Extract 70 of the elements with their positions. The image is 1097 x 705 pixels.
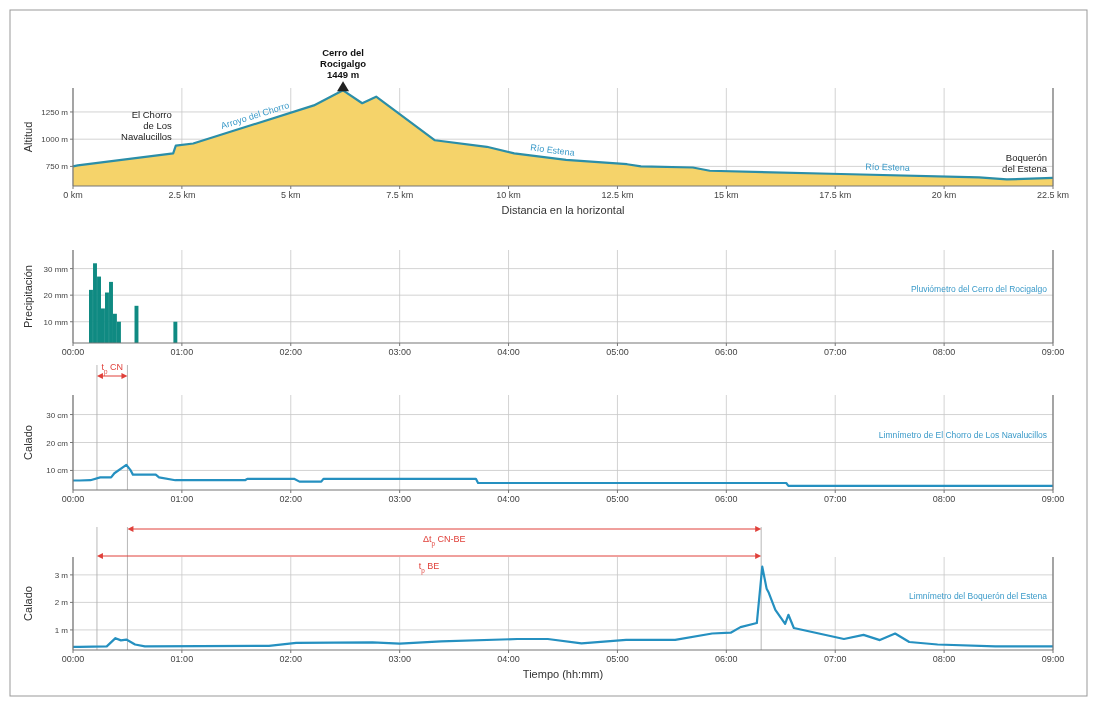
x-tick-label: 09:00 <box>1041 347 1065 357</box>
annotation: t$_{p}$ BE <box>418 561 440 575</box>
x-tick-label: 01:00 <box>170 347 194 357</box>
x-tick-label: 02:00 <box>279 494 303 504</box>
y-tick-label: 30 cm <box>46 410 69 420</box>
x-tick-label: 0 km <box>63 190 83 200</box>
y-tick-label: 750 m <box>45 162 69 172</box>
x-tick-label: 2.5 km <box>168 190 196 200</box>
x-axis-title: Tiempo (hh:mm) <box>522 668 604 680</box>
x-tick-label: 09:00 <box>1041 494 1065 504</box>
x-tick-label: 01:00 <box>170 494 194 504</box>
y-tick-label: 2 m <box>54 598 69 608</box>
x-axis-title: Distancia en la horizontal <box>501 204 625 216</box>
x-tick-label: 10 km <box>496 190 521 200</box>
annotation: Cerro del Rocigalgo 1449 m <box>320 47 367 81</box>
x-tick-label: 5 km <box>281 190 301 200</box>
x-tick-label: 06:00 <box>715 654 738 664</box>
text: Limnímetro de El Chorro de Los Navalucillos <box>878 429 1047 440</box>
y-tick-label: 1 m <box>54 625 69 635</box>
y-tick-label: 3 m <box>54 570 69 580</box>
x-tick-label: 02:00 <box>279 654 303 664</box>
y-axis-title: Precipitación <box>22 265 34 328</box>
annotation: Río Estena <box>865 161 910 173</box>
text: Pluviómetro del Cerro del Rocigalgo <box>910 283 1048 294</box>
x-tick-label: 7.5 km <box>386 190 414 200</box>
x-tick-label: 09:00 <box>1041 654 1065 664</box>
x-tick-label: 02:00 <box>279 347 303 357</box>
y-tick-label: 20 cm <box>46 438 69 448</box>
x-tick-label: 07:00 <box>823 494 847 504</box>
text: Limnímetro del Boquerón del Estena <box>909 590 1048 601</box>
text: Δt$_{p}$ CN-BE <box>423 534 466 548</box>
x-tick-label: 00:00 <box>61 347 85 357</box>
x-tick-label: 04:00 <box>497 347 520 357</box>
x-tick-label: 07:00 <box>823 347 847 357</box>
x-tick-label: 03:00 <box>388 347 411 357</box>
y-tick-label: 20 mm <box>43 291 69 301</box>
annotation: Arroyo del Chorro <box>219 100 291 131</box>
y-axis-title: Calado <box>22 425 34 460</box>
x-tick-label: 06:00 <box>715 494 738 504</box>
annotation: Río Estena <box>529 142 576 158</box>
x-tick-label: 05:00 <box>606 347 629 357</box>
x-tick-label: 00:00 <box>61 494 85 504</box>
x-tick-label: 05:00 <box>606 494 629 504</box>
x-tick-label: 01:00 <box>170 654 194 664</box>
annotation: Boquerón del Estena <box>1002 151 1048 174</box>
x-tick-label: 05:00 <box>606 654 629 664</box>
x-tick-label: 17.5 km <box>819 190 852 200</box>
x-tick-label: 08:00 <box>932 347 956 357</box>
x-tick-label: 12.5 km <box>601 190 634 200</box>
x-tick-label: 08:00 <box>932 494 956 504</box>
y-tick-label: 10 cm <box>46 466 69 476</box>
x-tick-label: 08:00 <box>932 654 956 664</box>
x-tick-label: 22.5 km <box>1036 190 1070 200</box>
y-tick-label: 1250 m <box>41 107 69 117</box>
annotation: El Chorro de Los Navalucillos <box>121 109 173 143</box>
x-tick-label: 07:00 <box>823 654 847 664</box>
x-tick-label: 04:00 <box>497 654 520 664</box>
x-tick-label: 00:00 <box>61 654 85 664</box>
x-tick-label: 04:00 <box>497 494 520 504</box>
x-tick-label: 06:00 <box>715 347 738 357</box>
y-axis-title: Calado <box>22 586 34 621</box>
x-tick-label: 15 km <box>714 190 739 200</box>
text: t$_{p}$ CN <box>101 362 123 376</box>
x-tick-label: 03:00 <box>388 494 411 504</box>
y-tick-label: 1000 m <box>41 135 69 145</box>
x-tick-label: 03:00 <box>388 654 411 664</box>
y-tick-label: 10 mm <box>43 317 69 327</box>
y-tick-label: 30 mm <box>43 264 69 274</box>
y-axis-title: Altitud <box>22 121 34 153</box>
x-tick-label: 20 km <box>931 190 957 200</box>
